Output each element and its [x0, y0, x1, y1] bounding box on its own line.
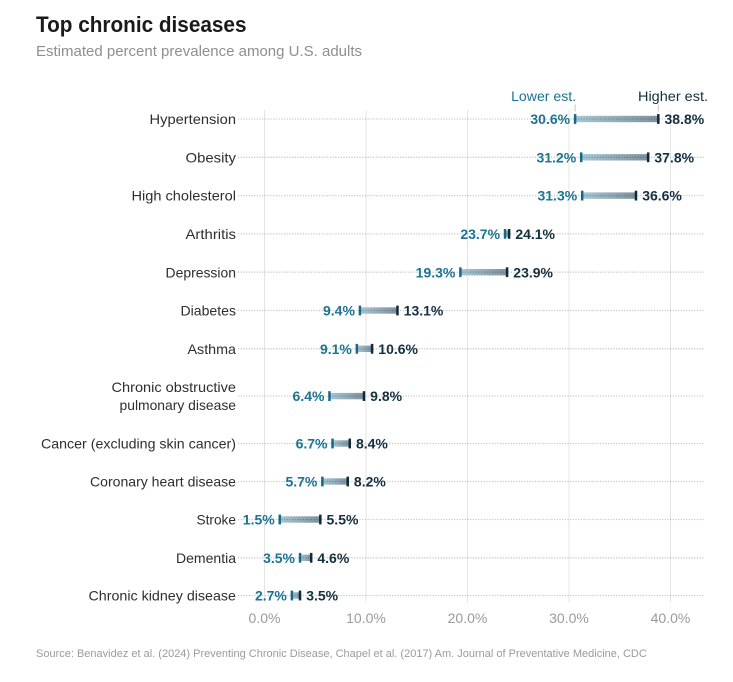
- svg-text:Asthma: Asthma: [188, 341, 237, 357]
- svg-text:9.4%: 9.4%: [323, 303, 355, 319]
- svg-text:5.5%: 5.5%: [327, 512, 359, 528]
- svg-text:9.8%: 9.8%: [370, 388, 402, 404]
- svg-text:30.0%: 30.0%: [549, 610, 589, 626]
- svg-text:6.7%: 6.7%: [296, 436, 328, 452]
- svg-text:36.6%: 36.6%: [642, 188, 682, 204]
- svg-text:0.0%: 0.0%: [249, 610, 281, 626]
- svg-text:1.5%: 1.5%: [243, 512, 275, 528]
- svg-text:2.7%: 2.7%: [255, 588, 287, 604]
- svg-text:20.0%: 20.0%: [448, 610, 488, 626]
- svg-text:Estimated percent prevalence a: Estimated percent prevalence among U.S. …: [36, 43, 362, 60]
- svg-text:13.1%: 13.1%: [404, 303, 444, 319]
- svg-text:10.0%: 10.0%: [346, 610, 386, 626]
- svg-text:6.4%: 6.4%: [293, 388, 325, 404]
- svg-text:Diabetes: Diabetes: [181, 303, 237, 319]
- svg-text:10.6%: 10.6%: [378, 341, 418, 357]
- svg-text:Hypertension: Hypertension: [150, 111, 237, 127]
- svg-text:Obesity: Obesity: [186, 149, 237, 165]
- svg-text:31.2%: 31.2%: [536, 149, 576, 165]
- svg-text:Arthritis: Arthritis: [186, 226, 237, 242]
- svg-text:Dementia: Dementia: [176, 550, 236, 566]
- svg-text:19.3%: 19.3%: [416, 264, 456, 280]
- svg-text:Coronary heart disease: Coronary heart disease: [90, 474, 236, 490]
- svg-text:Chronic kidney disease: Chronic kidney disease: [89, 588, 237, 604]
- svg-text:Cancer (excluding skin cancer): Cancer (excluding skin cancer): [41, 436, 236, 452]
- svg-text:Top chronic diseases: Top chronic diseases: [36, 12, 247, 37]
- svg-text:Chronic obstructive: Chronic obstructive: [112, 379, 237, 395]
- svg-text:38.8%: 38.8%: [665, 111, 705, 127]
- svg-text:37.8%: 37.8%: [654, 149, 694, 165]
- svg-text:3.5%: 3.5%: [306, 588, 338, 604]
- svg-text:High cholesterol: High cholesterol: [132, 188, 237, 204]
- svg-text:8.2%: 8.2%: [354, 474, 386, 490]
- svg-text:23.9%: 23.9%: [513, 264, 553, 280]
- svg-text:24.1%: 24.1%: [515, 226, 555, 242]
- svg-text:40.0%: 40.0%: [651, 610, 691, 626]
- svg-text:5.7%: 5.7%: [285, 474, 317, 490]
- svg-text:3.5%: 3.5%: [263, 550, 295, 566]
- svg-text:Higher est.: Higher est.: [638, 88, 708, 104]
- svg-text:Source: Benavidez et al. (2024: Source: Benavidez et al. (2024) Preventi…: [36, 648, 647, 660]
- svg-text:23.7%: 23.7%: [460, 226, 500, 242]
- svg-text:4.6%: 4.6%: [317, 550, 349, 566]
- svg-text:Lower est.: Lower est.: [511, 88, 576, 104]
- svg-text:pulmonary disease: pulmonary disease: [120, 397, 237, 413]
- svg-text:30.6%: 30.6%: [530, 111, 570, 127]
- svg-text:31.3%: 31.3%: [537, 188, 577, 204]
- svg-text:Depression: Depression: [166, 264, 237, 280]
- svg-text:8.4%: 8.4%: [356, 436, 388, 452]
- svg-text:9.1%: 9.1%: [320, 341, 352, 357]
- svg-text:Stroke: Stroke: [197, 512, 237, 528]
